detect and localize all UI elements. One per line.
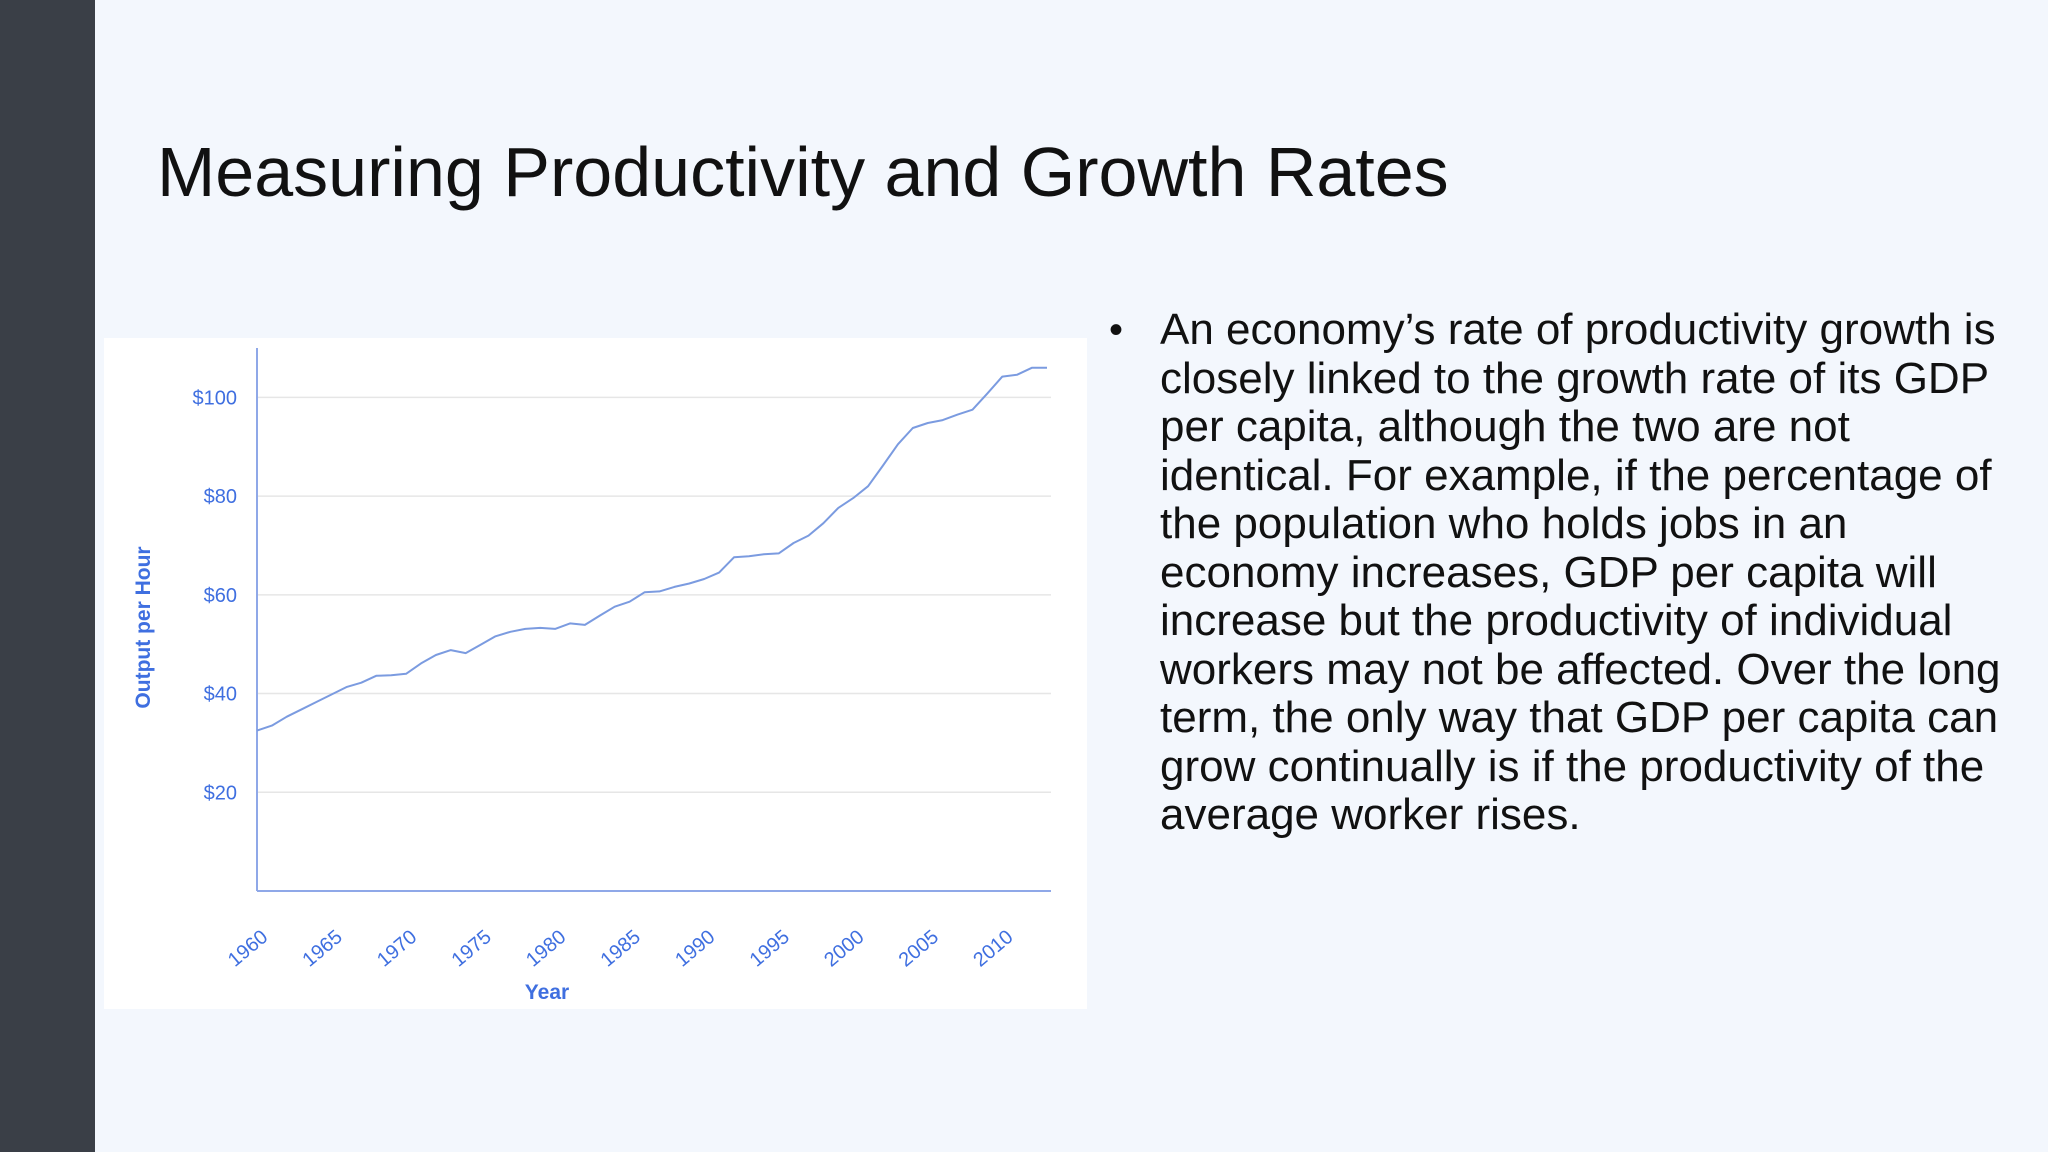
y-tick-label: $40 xyxy=(204,684,237,706)
y-tick-label: $60 xyxy=(204,585,237,607)
x-tick-label: 1965 xyxy=(299,926,347,971)
y-tick-label: $20 xyxy=(204,782,237,804)
x-tick-label: 1960 xyxy=(224,926,272,971)
x-tick-label: 2010 xyxy=(969,926,1017,971)
x-tick-label: 1990 xyxy=(671,926,719,971)
slide-title: Measuring Productivity and Growth Rates xyxy=(157,133,1449,211)
x-tick-label: 1970 xyxy=(373,926,421,971)
bullet-dot-icon: • xyxy=(1109,308,1124,352)
x-tick-label: 1980 xyxy=(522,926,570,971)
bullet-list: • An economy’s rate of productivity grow… xyxy=(1105,305,2025,840)
x-tick-label: 1975 xyxy=(448,926,496,971)
chart-svg: $20 $40 $60 $80 $100 1960 1965 1970 1975 1980 1985… xyxy=(132,348,1051,1004)
x-tick-label: 2000 xyxy=(820,926,868,971)
x-tick-label: 2005 xyxy=(895,926,943,971)
x-axis-title: Year xyxy=(525,981,569,1004)
y-axis-title: Output per Hour xyxy=(132,546,155,708)
series-line-0 xyxy=(256,366,1047,732)
productivity-chart: $20 $40 $60 $80 $100 1960 1965 1970 1975 1980 1985… xyxy=(104,338,1087,1009)
y-tick-label: $100 xyxy=(193,387,238,409)
x-tick-label: 1985 xyxy=(597,926,645,971)
left-sidebar-stripe xyxy=(0,0,95,1152)
bullet-item: • An economy’s rate of productivity grow… xyxy=(1105,305,2025,840)
bullet-text: An economy’s rate of productivity growth… xyxy=(1160,305,2001,839)
x-tick-label: 1995 xyxy=(746,926,794,971)
y-tick-label: $80 xyxy=(204,486,237,508)
